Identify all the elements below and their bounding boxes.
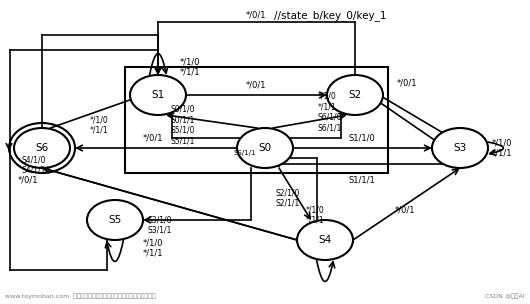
Text: */1/0
*/1/1: */1/0 */1/1 [306, 205, 324, 225]
Text: */1/0
*/1/1: */1/0 */1/1 [90, 115, 109, 135]
Ellipse shape [237, 128, 293, 168]
Text: */1/0
*/1/1: */1/0 */1/1 [180, 57, 200, 77]
Text: S1/1/1: S1/1/1 [349, 175, 375, 185]
Ellipse shape [327, 75, 383, 115]
Text: SS/1/1: SS/1/1 [234, 150, 256, 156]
Text: S6: S6 [36, 143, 49, 153]
Ellipse shape [87, 200, 143, 240]
Text: S4/1/0
S4/1/1: S4/1/0 S4/1/1 [22, 155, 47, 175]
Text: S2: S2 [348, 90, 361, 100]
Text: */1/0
*/1/1: */1/0 */1/1 [143, 238, 163, 258]
Text: */0/1: */0/1 [397, 78, 417, 88]
Text: S3: S3 [453, 143, 466, 153]
Text: CSDN @不是AI: CSDN @不是AI [485, 293, 525, 299]
Text: */1/0
*/1/1: */1/0 */1/1 [492, 138, 513, 158]
Text: S3/1/0
S3/1/1: S3/1/0 S3/1/1 [148, 215, 172, 235]
Text: */0/1: */0/1 [395, 206, 415, 215]
Text: */0/1: */0/1 [246, 11, 266, 19]
Text: S0/1/0
S0/1/1
S5/1/0
S5/1/1: S0/1/0 S0/1/1 S5/1/0 S5/1/1 [171, 105, 195, 145]
Text: */0/1: */0/1 [18, 175, 39, 185]
Text: S5: S5 [108, 215, 121, 225]
Text: www.toymoban.com  网络图片仅供展示，非存储，如有侵权联系删除。: www.toymoban.com 网络图片仅供展示，非存储，如有侵权联系删除。 [5, 293, 156, 299]
Text: S4: S4 [319, 235, 332, 245]
Text: */0/1: */0/1 [246, 81, 266, 89]
Text: S2/1/0
S2/1/1: S2/1/0 S2/1/1 [276, 188, 300, 208]
Text: */0/1: */0/1 [143, 133, 163, 143]
Text: S0: S0 [259, 143, 271, 153]
Text: S1/1/0: S1/1/0 [349, 133, 375, 143]
Ellipse shape [130, 75, 186, 115]
Text: //state_b/key_0/key_1: //state_b/key_0/key_1 [274, 10, 386, 21]
Text: */1/0
*/1/1
S6/1/0
S6/1/1: */1/0 */1/1 S6/1/0 S6/1/1 [318, 92, 342, 132]
Ellipse shape [432, 128, 488, 168]
Ellipse shape [297, 220, 353, 260]
Ellipse shape [14, 128, 70, 168]
Text: S1: S1 [152, 90, 165, 100]
